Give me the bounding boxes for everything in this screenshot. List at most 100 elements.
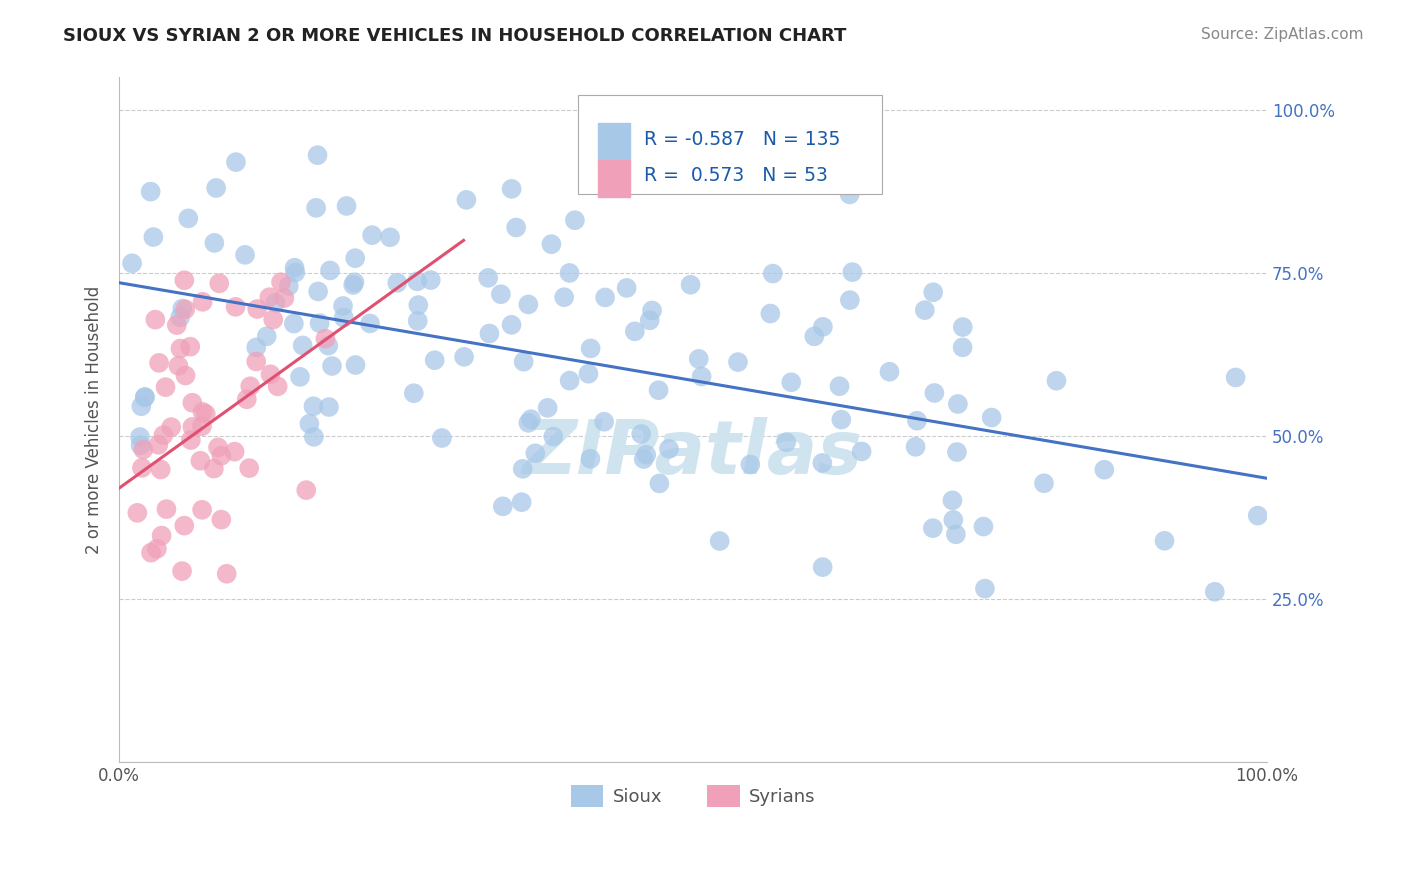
Point (132, 442, 155, 457)
Point (904, 440, 927, 454)
Point (191, 503, 214, 517)
Point (553, 290, 575, 304)
Point (851, 444, 873, 458)
Point (921, 521, 943, 535)
Point (266, 379, 288, 393)
Point (430, 431, 453, 445)
Point (343, 276, 366, 290)
Point (1092, 463, 1115, 477)
Point (191, 419, 214, 434)
Point (155, 502, 177, 516)
Point (238, 461, 260, 475)
Point (456, 193, 478, 207)
Point (209, 513, 232, 527)
Point (181, 420, 204, 434)
Point (152, 428, 174, 442)
Point (262, 312, 284, 326)
Point (914, 303, 936, 318)
Point (298, 417, 321, 431)
Point (578, 367, 600, 381)
Point (593, 415, 616, 429)
Point (131, 461, 153, 475)
Point (224, 444, 246, 458)
Point (225, 155, 247, 169)
Point (207, 441, 229, 455)
Point (142, 230, 165, 244)
Point (202, 461, 225, 475)
Point (236, 392, 259, 407)
Text: R = -0.587   N = 135: R = -0.587 N = 135 (644, 130, 841, 149)
Point (146, 541, 169, 556)
Point (308, 316, 330, 330)
Point (478, 326, 501, 341)
Point (579, 451, 602, 466)
Point (1225, 370, 1247, 384)
Point (517, 297, 540, 311)
Point (302, 399, 325, 413)
Point (775, 435, 797, 450)
Point (131, 399, 153, 413)
Point (477, 270, 499, 285)
Point (641, 303, 664, 318)
Legend: Sioux, Syrians: Sioux, Syrians (564, 778, 823, 814)
Point (205, 181, 228, 195)
Point (284, 265, 307, 279)
Point (305, 201, 328, 215)
Y-axis label: 2 or more Vehicles in Household: 2 or more Vehicles in Household (86, 285, 103, 554)
Point (359, 317, 381, 331)
Point (277, 279, 299, 293)
Point (658, 442, 681, 456)
Point (129, 430, 152, 444)
Point (145, 312, 167, 326)
Point (160, 420, 183, 434)
Point (129, 438, 152, 452)
Point (134, 390, 156, 404)
Point (1204, 584, 1226, 599)
Point (624, 324, 647, 338)
Point (167, 359, 190, 373)
Point (517, 416, 540, 430)
Point (1247, 508, 1270, 523)
Point (148, 356, 170, 370)
Text: SIOUX VS SYRIAN 2 OR MORE VEHICLES IN HOUSEHOLD CORRELATION CHART: SIOUX VS SYRIAN 2 OR MORE VEHICLES IN HO… (63, 27, 846, 45)
Point (188, 454, 211, 468)
Point (974, 582, 997, 596)
Point (727, 355, 749, 369)
Point (314, 332, 336, 346)
Point (811, 560, 834, 574)
Point (811, 456, 834, 470)
Point (283, 317, 305, 331)
Point (335, 199, 357, 213)
Point (408, 298, 430, 312)
Point (838, 293, 860, 307)
Point (270, 275, 292, 289)
Point (387, 276, 409, 290)
Point (307, 285, 329, 299)
Point (690, 369, 713, 384)
Point (191, 405, 214, 419)
Point (616, 281, 638, 295)
Text: R =  0.573   N = 53: R = 0.573 N = 53 (644, 166, 828, 185)
Point (169, 342, 191, 356)
Point (245, 354, 267, 368)
Point (762, 267, 785, 281)
Point (780, 376, 803, 390)
Point (259, 290, 281, 304)
Point (179, 340, 201, 354)
Point (208, 277, 231, 291)
Point (361, 228, 384, 243)
Point (558, 374, 581, 388)
Point (489, 287, 512, 301)
Point (177, 211, 200, 226)
Point (148, 438, 170, 452)
Point (633, 452, 655, 467)
Point (173, 273, 195, 287)
Point (191, 294, 214, 309)
Point (946, 445, 969, 459)
Point (980, 410, 1002, 425)
Point (564, 213, 586, 227)
Point (149, 462, 172, 476)
Text: ZIPatlas: ZIPatlas (523, 417, 863, 491)
Point (648, 476, 671, 491)
Point (924, 386, 946, 401)
